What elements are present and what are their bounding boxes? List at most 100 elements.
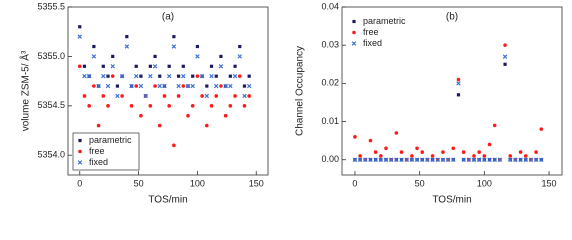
point [115,84,120,88]
point [209,73,214,79]
point [214,83,219,89]
point [246,83,252,89]
x-tick-label: 0 [77,178,82,188]
point [134,84,139,88]
y-tick-label: 0.03 [321,40,339,50]
point [394,157,399,162]
point [92,44,96,49]
point [219,54,223,59]
point [358,154,362,158]
point [502,54,508,59]
point [82,73,87,79]
point [523,157,528,162]
plot-frame [341,6,563,176]
point [200,94,204,98]
point [96,83,101,89]
point [82,94,87,98]
point [415,146,419,151]
point [106,104,110,108]
point [134,73,139,79]
point [205,84,209,88]
point [152,64,158,69]
point [195,54,200,59]
point [420,157,425,162]
point [394,131,399,135]
point [466,157,472,162]
point [138,83,144,89]
point [368,157,373,162]
point [233,94,237,98]
y-tick-label: 5355.0 [37,51,65,61]
point [129,83,134,89]
point [513,157,518,162]
point [181,84,186,88]
point [105,83,111,89]
point [472,154,476,158]
point [96,123,101,128]
point [101,73,106,79]
point [528,157,534,162]
point [492,123,497,128]
point [111,54,115,59]
point [125,35,129,39]
point [181,64,185,68]
point [190,104,195,108]
point [157,83,162,89]
point [82,64,87,68]
legend-marker [78,149,82,154]
point [153,54,157,59]
point [508,157,513,162]
point [247,94,251,98]
x-axis-label: TOS/min [148,195,187,206]
point [379,154,383,158]
point [508,154,513,158]
point [487,142,492,147]
point [232,73,238,79]
point [247,74,251,78]
point [533,157,539,162]
point [388,157,394,162]
legend-box [72,132,140,171]
point [378,157,384,162]
point [162,94,167,98]
point [539,127,544,131]
point [410,154,414,158]
point [482,157,487,162]
point [487,157,492,162]
point [124,44,130,49]
point [242,93,247,99]
point [110,64,115,69]
point [518,150,523,154]
point [162,83,167,89]
x-tick-label: 100 [190,178,205,188]
x-tick-label: 0 [352,178,357,188]
point [471,157,477,162]
legend-label: fixed [363,38,382,48]
point [214,94,219,98]
point [167,104,171,108]
point [399,157,404,162]
point [87,104,91,108]
point [237,74,242,78]
point [148,64,152,68]
legend-marker [78,138,82,143]
point [357,157,363,162]
y-tick-label: 5355.5 [37,1,65,11]
point [153,84,157,88]
point [445,157,451,162]
point [120,94,124,98]
point [176,74,181,78]
point [166,73,172,79]
point [119,73,125,79]
point [157,123,162,128]
x-tick-label: 50 [134,178,144,188]
y-tick-label: 5354.0 [37,150,65,160]
y-tick-label: 0.04 [321,1,339,11]
point [451,157,456,162]
point [451,146,456,151]
point [363,157,368,162]
point [492,157,497,162]
plot-frame [67,6,269,176]
point [77,34,82,39]
legend-label: free [363,27,379,37]
